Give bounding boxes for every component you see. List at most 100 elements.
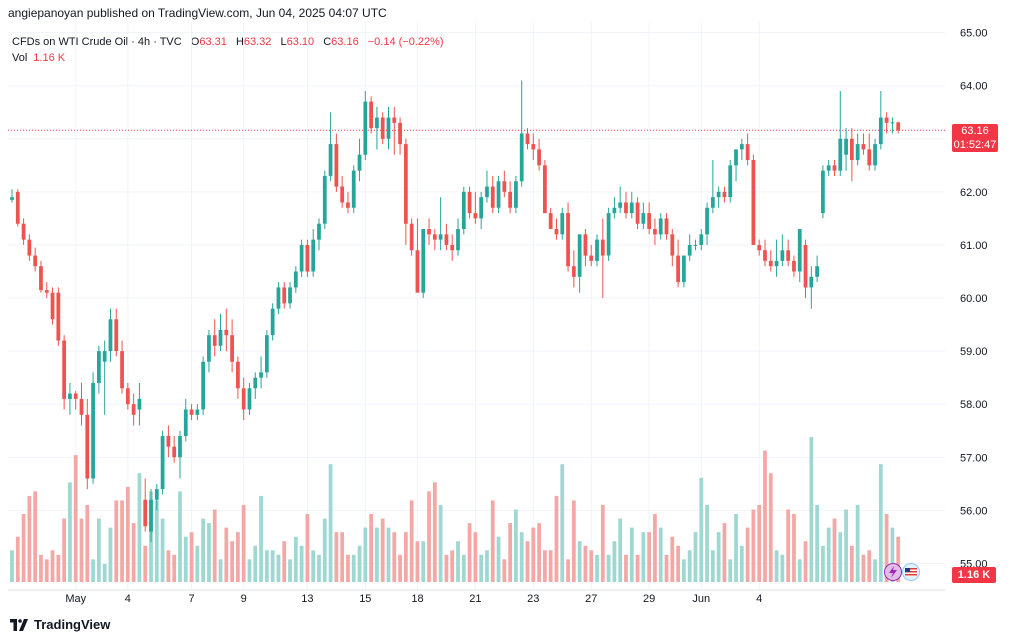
candle-body <box>531 144 536 150</box>
candle-body <box>670 234 675 256</box>
volume-bar <box>120 500 124 582</box>
candle-body <box>108 319 113 352</box>
volume-bar <box>427 491 431 582</box>
candle-body <box>809 276 814 288</box>
volume-bar <box>792 514 796 582</box>
candle-body <box>571 266 576 277</box>
candle-body <box>328 144 333 176</box>
candle-body <box>896 122 901 131</box>
volume-bar <box>490 500 495 582</box>
volume-bar <box>415 541 420 582</box>
volume-bar <box>734 514 738 582</box>
candle-body <box>311 239 316 272</box>
candle-body <box>629 202 634 214</box>
volume-bar <box>247 559 252 582</box>
lightning-event-icon[interactable] <box>884 563 902 581</box>
candle-body <box>68 393 72 399</box>
candle-body <box>560 213 565 235</box>
candle-body <box>543 165 547 214</box>
volume-bar <box>595 554 599 582</box>
volume-bar <box>821 545 825 582</box>
candle-body <box>409 223 414 251</box>
volume-bar <box>699 477 704 582</box>
y-tick-label: 61.00 <box>960 240 988 252</box>
candle-body <box>438 234 443 240</box>
volume-bar <box>264 550 269 582</box>
candle-body <box>583 234 588 256</box>
close-value: 63.16 <box>331 36 359 48</box>
x-tick-label: 23 <box>527 593 539 605</box>
volume-bar <box>890 527 895 582</box>
publisher-line: angiepanoyan published on TradingView.co… <box>8 6 387 20</box>
candle-body <box>658 218 663 235</box>
volume-bar <box>514 509 518 582</box>
candle-body <box>502 181 507 192</box>
volume-bar <box>241 504 246 582</box>
volume-bar <box>143 545 148 582</box>
volume-bar <box>114 500 119 582</box>
y-tick-label: 59.00 <box>960 346 988 358</box>
candle-body <box>519 133 524 182</box>
candle-body <box>288 287 292 304</box>
volume-bar <box>583 545 588 582</box>
candle-body <box>456 229 460 251</box>
candle-body <box>195 409 200 415</box>
candle-body <box>537 149 541 166</box>
candle-body <box>728 165 733 198</box>
candle-body <box>600 239 605 256</box>
volume-bar <box>207 523 211 582</box>
candle-body <box>143 499 148 527</box>
us-flag-icon <box>905 568 917 576</box>
candle-body <box>682 255 686 283</box>
volume-bar <box>201 518 206 582</box>
volume-bar <box>97 518 101 582</box>
volume-bar <box>91 559 95 582</box>
volume-bar <box>571 500 576 582</box>
volume-bar <box>479 554 484 582</box>
y-tick-label: 62.00 <box>960 187 988 199</box>
volume-bar <box>710 550 715 582</box>
candle-body <box>844 138 848 155</box>
volume-bar <box>68 482 72 582</box>
candle-body <box>653 229 657 235</box>
volume-bar <box>369 514 373 582</box>
volume-bar <box>658 527 663 582</box>
volume-bar <box>357 545 362 582</box>
candle-body <box>803 244 808 288</box>
last-price-value: 63.16 <box>961 125 989 137</box>
candle-body <box>786 250 791 261</box>
volume-bar <box>693 532 698 582</box>
volume-bar <box>403 532 408 582</box>
volume-bar <box>39 554 43 582</box>
candle-body <box>699 234 704 245</box>
candle-body <box>403 144 408 224</box>
candle-body <box>676 255 680 283</box>
candle-body <box>56 292 61 341</box>
volume-bar <box>676 545 680 582</box>
volume-label: Vol <box>12 52 28 64</box>
volume-bar <box>276 554 281 582</box>
symbol-title: CFDs on WTI Crude Oil · 4h · TVC <box>12 36 182 48</box>
volume-bar <box>363 527 368 582</box>
volume-bar <box>293 536 298 582</box>
time-axis: May 4 7 9 13 15 18 21 23 27 29 Jun 4 <box>8 589 945 605</box>
volume-bar <box>832 518 837 582</box>
volume-bar <box>797 559 802 582</box>
candle-body <box>21 223 26 240</box>
bar-countdown: 01:52:47 <box>953 139 997 151</box>
volume-bar <box>861 554 866 582</box>
candle-body <box>635 202 640 224</box>
volume-bar <box>774 550 779 582</box>
volume-bar <box>102 563 107 582</box>
candle-body <box>826 165 831 171</box>
candle-body <box>276 287 281 309</box>
candle-body <box>27 239 32 256</box>
candle-body <box>114 319 119 352</box>
volume-bar <box>299 545 304 582</box>
candle-body <box>178 436 182 458</box>
volume-bar <box>432 482 437 582</box>
volume-bar <box>473 532 478 582</box>
x-tick-label: 4 <box>756 593 762 605</box>
flag-event-icon[interactable] <box>902 563 920 581</box>
